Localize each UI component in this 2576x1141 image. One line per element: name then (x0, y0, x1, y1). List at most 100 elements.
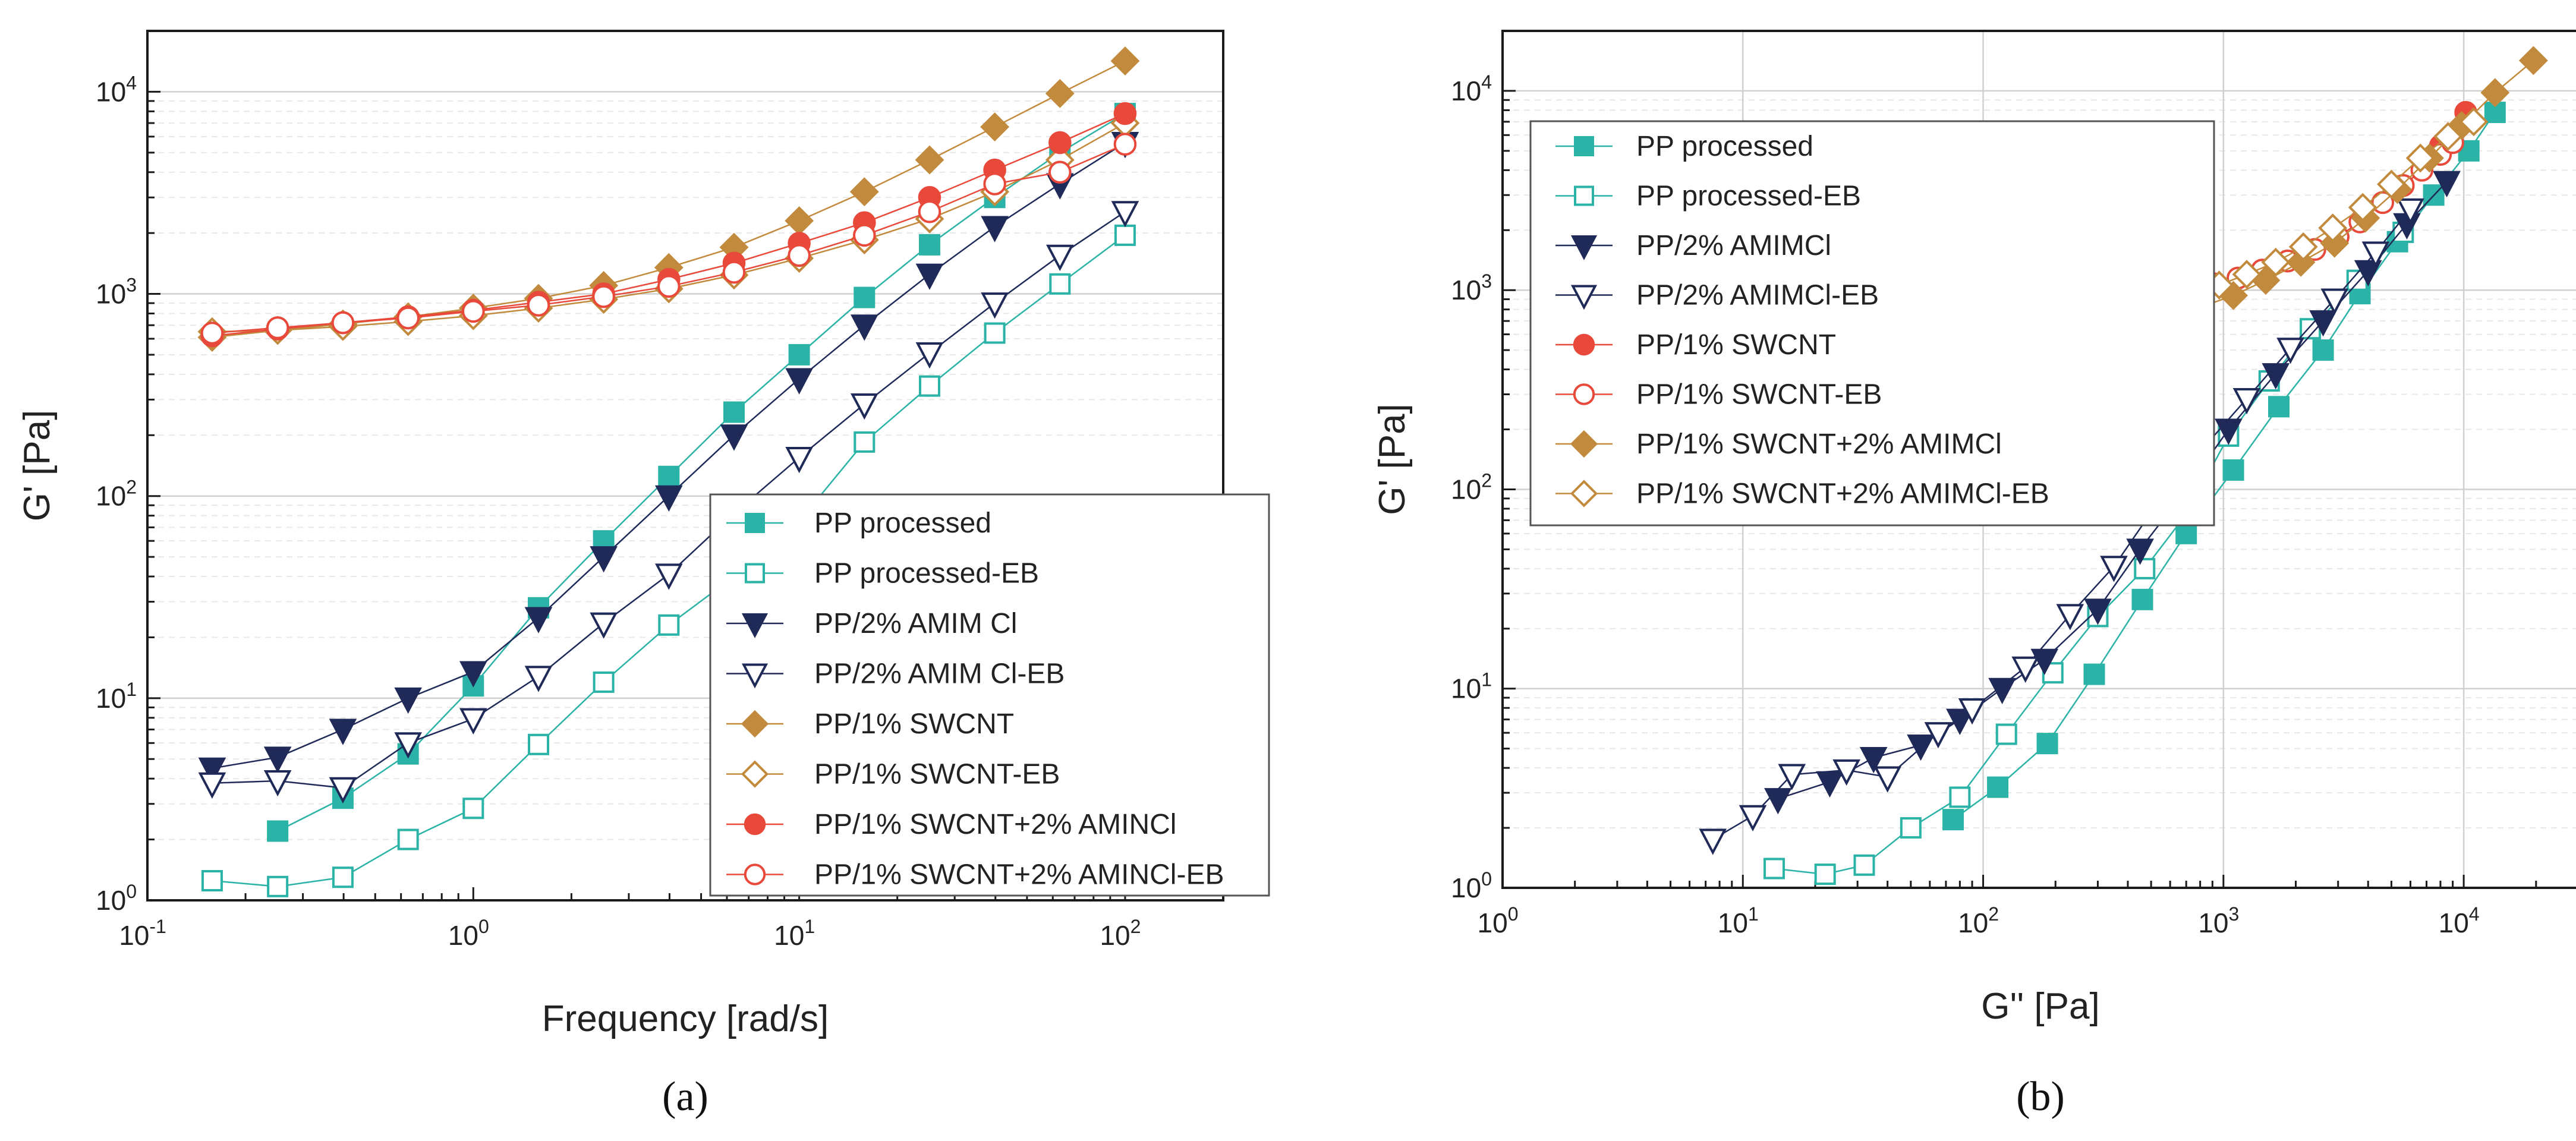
data-point (658, 465, 680, 487)
data-point (1111, 201, 1139, 228)
legend-label: PP/1% SWCNT+2% AMINCl (814, 809, 1176, 840)
legend-marker (741, 710, 769, 738)
y-tick-label: 101 (96, 679, 137, 714)
data-point (459, 661, 487, 688)
data-point (592, 285, 615, 308)
data-point (267, 820, 289, 842)
legend-box (709, 493, 1270, 897)
legend-item: PP processed (1555, 131, 1813, 162)
y-tick-label-text: 102 (96, 477, 137, 512)
y-tick-label-base: 10 (96, 279, 126, 310)
y-tick-label-text: 102 (1451, 469, 1492, 505)
x-tick-label-text: 101 (774, 916, 815, 951)
series-PP/1% SWCNT+2% AMINCl-EB (200, 133, 1137, 345)
x-tick-label: 10-1 (119, 916, 166, 951)
y-tick-label-text: 104 (1451, 71, 1492, 106)
y-tick-label: 104 (1451, 71, 1492, 106)
x-tick-label-base: 10 (119, 920, 149, 951)
data-point (1049, 273, 1071, 295)
data-point (785, 206, 814, 235)
data-point (524, 666, 553, 692)
legend-label: PP/2% AMIM Cl (814, 608, 1017, 639)
x-tick-label-exp: 2 (1988, 903, 1999, 925)
y-tick-label-exp: 1 (1481, 669, 1492, 691)
y-tick-label: 103 (96, 275, 137, 310)
x-tick-label-exp: -1 (149, 916, 166, 937)
y-tick-label-base: 10 (1451, 673, 1481, 704)
data-point (2318, 213, 2348, 243)
data-point (1900, 817, 1922, 839)
y-tick-label-base: 10 (1451, 474, 1481, 505)
legend-label: PP/1% SWCNT-EB (1636, 379, 1882, 411)
data-point (849, 177, 879, 207)
y-tick-label-text: 100 (1451, 868, 1492, 903)
legend-item: PP/2% AMIM Cl (726, 608, 1017, 639)
x-tick-label-base: 10 (1478, 907, 1508, 938)
y-tick-label: 102 (1451, 469, 1492, 505)
data-point (980, 112, 1010, 141)
data-point (850, 393, 878, 420)
data-point (527, 733, 549, 755)
data-point (1832, 759, 1860, 786)
x-tick-label-base: 10 (774, 920, 804, 951)
y-tick-label-text: 103 (1451, 270, 1492, 305)
legend-marker (1573, 383, 1595, 405)
data-point (918, 234, 940, 256)
data-point (2288, 232, 2318, 261)
data-point (1907, 734, 1935, 761)
legend: PP processed PP processed-EB PP/2% AMIMCl P… (1529, 120, 2215, 527)
data-point (918, 375, 940, 397)
legend-label: PP/1% SWCNT (1636, 329, 1836, 361)
data-point (1816, 771, 1844, 798)
y-tick-label-exp: 1 (126, 679, 137, 700)
x-tick-label-exp: 1 (1748, 903, 1759, 925)
x-tick-label: 101 (1718, 903, 1759, 938)
data-point (263, 746, 292, 773)
data-point (1048, 160, 1072, 184)
data-point (1110, 46, 1140, 76)
legend-label: PP/1% SWCNT+2% AMIMCl (1636, 428, 2002, 460)
data-point (462, 798, 484, 819)
legend-marker (1574, 136, 1594, 156)
panel-label: (b) (2016, 1074, 2065, 1120)
x-tick-label-exp: 0 (478, 916, 489, 937)
series-line (277, 113, 1126, 832)
legend-marker (1570, 285, 1598, 310)
x-tick-label: 102 (1100, 916, 1141, 951)
data-point (1048, 131, 1072, 155)
legend-label: PP processed (1636, 131, 1813, 162)
x-tick-label-text: 102 (1958, 903, 1999, 938)
legend-marker (741, 760, 769, 788)
data-point (2134, 557, 2156, 579)
data-point (785, 368, 813, 395)
data-point (1949, 786, 1971, 808)
data-point (854, 286, 876, 308)
legend-label: PP/1% SWCNT+2% AMIMCl-EB (1636, 478, 2049, 510)
y-tick-label-exp: 3 (1481, 270, 1492, 292)
legend-label: PP/2% AMIMCl (1636, 230, 1831, 261)
data-point (2518, 46, 2548, 75)
y-tick-label-base: 10 (1451, 75, 1481, 106)
data-point (983, 172, 1006, 196)
data-point (2232, 387, 2261, 415)
data-point (722, 260, 746, 284)
x-tick-label-exp: 2 (1130, 916, 1141, 937)
y-tick-label-exp: 4 (1481, 71, 1492, 93)
data-point (1924, 722, 1953, 749)
data-point (658, 614, 680, 636)
x-tick-label-exp: 1 (804, 916, 815, 937)
data-point (1764, 788, 1792, 815)
data-point (2433, 122, 2463, 152)
data-point (1859, 746, 1888, 774)
legend-label: PP processed-EB (1636, 181, 1861, 212)
data-point (198, 757, 226, 784)
legend-marker (745, 563, 765, 584)
x-tick-label-text: 100 (1478, 903, 1519, 938)
y-tick-label-base: 10 (96, 76, 126, 107)
data-point (266, 316, 289, 339)
legend-item: PP/2% AMIMCl (1555, 230, 1831, 261)
legend-label: PP/1% SWCNT+2% AMINCl-EB (814, 859, 1224, 891)
data-point (2348, 193, 2377, 222)
data-point (2268, 396, 2290, 418)
